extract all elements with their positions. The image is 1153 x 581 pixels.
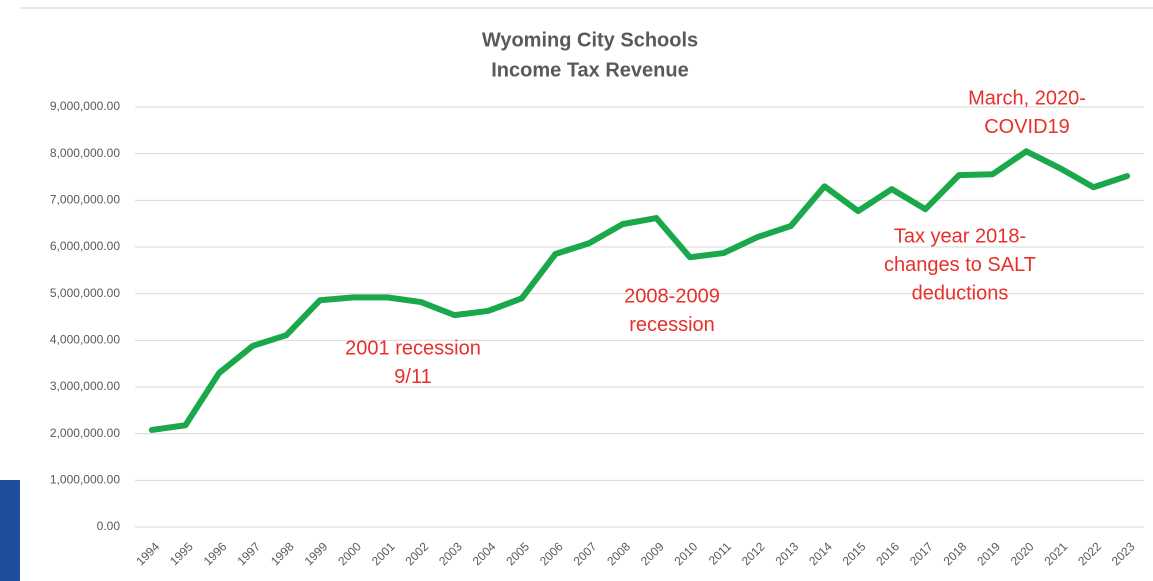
y-tick-label: 2,000,000.00 xyxy=(50,426,120,440)
x-tick-label: 1996 xyxy=(201,539,230,568)
y-tick-label: 9,000,000.00 xyxy=(50,99,120,113)
y-tick-label: 1,000,000.00 xyxy=(50,473,120,487)
annotation: March, 2020- xyxy=(968,87,1086,109)
x-tick-label: 2015 xyxy=(840,539,869,568)
y-tick-label: 0.00 xyxy=(97,519,121,533)
y-tick-label: 5,000,000.00 xyxy=(50,286,120,300)
x-tick-label: 2002 xyxy=(402,539,431,568)
x-tick-label: 2013 xyxy=(772,539,801,568)
x-tick-label: 2020 xyxy=(1008,539,1037,568)
y-tick-label: 7,000,000.00 xyxy=(50,193,120,207)
x-tick-label: 2009 xyxy=(638,539,667,568)
x-tick-label: 1997 xyxy=(234,539,263,568)
x-tick-label: 1999 xyxy=(302,539,331,568)
x-tick-label: 2016 xyxy=(873,539,902,568)
x-tick-label: 2018 xyxy=(941,539,970,568)
x-tick-label: 2019 xyxy=(974,539,1003,568)
x-tick-label: 2017 xyxy=(907,539,936,568)
x-tick-label: 2012 xyxy=(739,539,768,568)
x-tick-label: 2003 xyxy=(436,539,465,568)
annotation: 2001 recession xyxy=(345,337,481,359)
x-tick-label: 2014 xyxy=(806,539,835,568)
x-tick-label: 2005 xyxy=(503,539,532,568)
annotation: recession xyxy=(629,314,715,336)
x-tick-label: 1995 xyxy=(167,539,196,568)
annotation: Tax year 2018- xyxy=(894,225,1026,247)
x-tick-label: 2000 xyxy=(335,539,364,568)
x-tick-label: 2001 xyxy=(369,539,398,568)
annotation: deductions xyxy=(912,282,1009,304)
data-line xyxy=(148,148,1131,433)
x-tick-label: 2007 xyxy=(571,539,600,568)
x-tick-label: 2021 xyxy=(1041,539,1070,568)
x-tick-label: 2008 xyxy=(604,539,633,568)
chart-title: Income Tax Revenue xyxy=(491,59,688,81)
y-tick-label: 3,000,000.00 xyxy=(50,379,120,393)
y-tick-label: 8,000,000.00 xyxy=(50,146,120,160)
x-tick-label: 2004 xyxy=(470,539,499,568)
x-tick-label: 1998 xyxy=(268,539,297,568)
x-tick-label: 1994 xyxy=(133,539,162,568)
annotation: COVID19 xyxy=(984,116,1070,138)
y-tick-label: 6,000,000.00 xyxy=(50,239,120,253)
x-tick-label: 2022 xyxy=(1075,539,1104,568)
x-tick-label: 2011 xyxy=(706,539,734,567)
x-tick-label: 2023 xyxy=(1109,539,1138,568)
x-tick-label: 2010 xyxy=(672,539,701,568)
annotation: 9/11 xyxy=(394,366,431,388)
chart-title: Wyoming City Schools xyxy=(482,29,698,51)
annotation: 2008-2009 xyxy=(624,285,720,307)
y-tick-label: 4,000,000.00 xyxy=(50,333,120,347)
side-decoration xyxy=(0,480,20,581)
annotation: changes to SALT xyxy=(884,254,1036,276)
x-tick-label: 2006 xyxy=(537,539,566,568)
